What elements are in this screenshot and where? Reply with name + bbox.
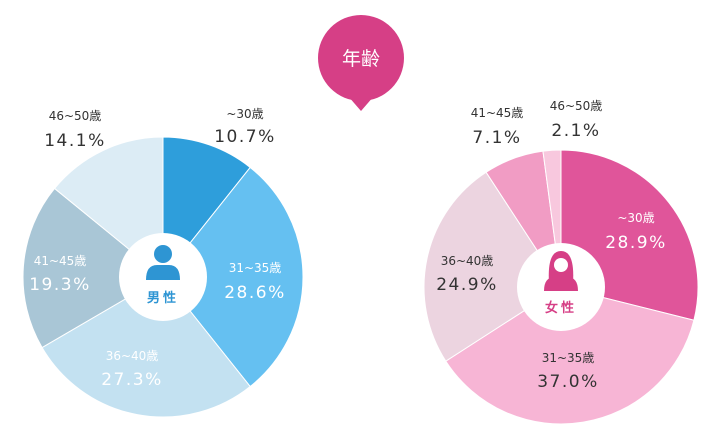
title-badge-pointer: [348, 96, 374, 111]
pie-slice: [423, 171, 562, 362]
slice-value-label: 24.9%: [436, 275, 498, 295]
title-badge: 年齢: [318, 15, 404, 111]
slice-category-label: 36~40歳: [106, 349, 159, 363]
center-badge: 女性: [517, 243, 605, 331]
slice-value-label: 37.0%: [537, 372, 599, 392]
slice-value-label: 14.1%: [44, 131, 106, 151]
center-gender-label: 男性: [147, 290, 179, 306]
slice-value-label: 28.9%: [605, 233, 667, 253]
slice-category-label: 46~50歳: [49, 109, 102, 123]
pie-slice: [41, 276, 251, 418]
pie-chart-female: ~30歳 28.9% 31~35歳 37.0% 36~40歳 24.9% 41~45歳 7.1…: [423, 99, 699, 425]
center-badge: 男性: [119, 233, 207, 321]
chart-title: 年齢: [342, 48, 380, 70]
title-badge-circle: [318, 15, 404, 101]
slice-value-label: 28.6%: [224, 283, 286, 303]
slice-value-label: 27.3%: [101, 370, 163, 390]
pie-charts: ~30歳 10.7% 31~35歳 28.6% 36~40歳 27.3% 41~45歳 19.…: [22, 99, 699, 425]
female-person-icon: [544, 251, 578, 291]
slice-category-label: 46~50歳: [550, 99, 603, 113]
slice-category-label: ~30歳: [226, 107, 263, 121]
slice-category-label: 31~35歳: [542, 351, 595, 365]
male-person-icon: [146, 245, 180, 280]
slice-value-label: 10.7%: [214, 127, 276, 147]
pie-slice: [53, 136, 164, 279]
slice-category-label: 36~40歳: [441, 254, 494, 268]
center-gender-label: 女性: [545, 300, 577, 316]
pie-slice: [22, 187, 164, 349]
slice-value-label: 7.1%: [472, 128, 521, 148]
slice-category-label: ~30歳: [617, 211, 654, 225]
pie-chart-male: ~30歳 10.7% 31~35歳 28.6% 36~40歳 27.3% 41~45歳 19.…: [22, 107, 304, 418]
slice-category-label: 41~45歳: [34, 254, 87, 268]
slice-category-label: 41~45歳: [471, 106, 524, 120]
slice-value-label: 2.1%: [551, 121, 600, 141]
slice-value-label: 19.3%: [29, 275, 91, 295]
slice-category-label: 31~35歳: [229, 261, 282, 275]
pie-slice: [162, 166, 304, 388]
